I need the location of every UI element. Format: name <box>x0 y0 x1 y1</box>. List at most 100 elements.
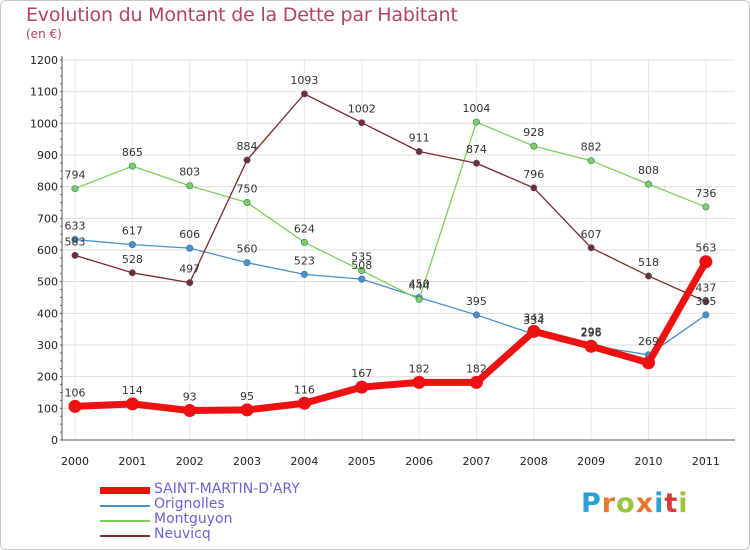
data-label: 583 <box>65 235 86 248</box>
data-point <box>186 244 194 252</box>
data-label: 750 <box>237 183 258 196</box>
data-point <box>125 397 139 411</box>
data-label: 116 <box>294 383 315 396</box>
data-point <box>186 279 194 287</box>
data-label: 528 <box>122 253 143 266</box>
series-line-neuvicq <box>74 93 707 303</box>
y-tick-label: 1100 <box>30 86 58 99</box>
x-tick-label: 2007 <box>462 455 490 468</box>
data-point <box>527 324 541 338</box>
data-label: 884 <box>237 140 258 153</box>
data-label: 450 <box>409 278 430 291</box>
data-point <box>128 162 136 170</box>
data-label: 334 <box>523 314 544 327</box>
legend-swatch <box>100 520 150 522</box>
data-point <box>587 244 595 252</box>
data-point <box>68 399 82 413</box>
data-label: 343 <box>523 311 544 324</box>
data-point <box>472 118 480 126</box>
x-tick-label: 2006 <box>405 455 433 468</box>
chart-title: Evolution du Montant de la Dette par Hab… <box>26 4 458 26</box>
proxiti-logo: Proxiti <box>581 488 689 519</box>
data-label: 624 <box>294 222 315 235</box>
data-label: 114 <box>122 384 143 397</box>
data-point <box>644 180 652 188</box>
data-label: 865 <box>122 146 143 159</box>
data-label: 508 <box>351 259 372 272</box>
chart-subtitle: (en €) <box>26 27 62 41</box>
y-tick-label: 900 <box>37 149 58 162</box>
data-label: 182 <box>409 362 430 375</box>
y-tick-label: 400 <box>37 307 58 320</box>
data-label: 606 <box>179 228 200 241</box>
data-point <box>128 269 136 277</box>
data-label: 296 <box>581 326 602 339</box>
y-tick-label: 800 <box>37 181 58 194</box>
data-point <box>642 356 655 370</box>
x-tick-label: 2010 <box>635 455 663 468</box>
data-point <box>71 251 79 259</box>
x-tick-label: 2001 <box>118 455 146 468</box>
data-point <box>587 157 595 165</box>
data-label: 882 <box>581 141 602 154</box>
data-point <box>243 156 251 164</box>
data-label: 607 <box>581 228 602 241</box>
y-tick-label: 0 <box>51 434 58 447</box>
x-tick-label: 2008 <box>520 455 548 468</box>
data-label: 560 <box>237 243 258 256</box>
value-labels: 106 114 93 95 116 167 182 182 343 296 563 633 617 606… <box>65 74 717 404</box>
data-point <box>128 241 136 249</box>
legend-label: SAINT-MARTIN-D'ARY <box>154 481 300 497</box>
legend-label: Montguyon <box>154 511 233 527</box>
data-point <box>530 142 538 150</box>
legend-swatch <box>100 505 150 507</box>
data-label: 535 <box>351 251 372 264</box>
data-label: 874 <box>466 143 487 156</box>
data-point <box>530 184 538 192</box>
data-point <box>702 203 710 211</box>
data-point <box>297 396 311 410</box>
data-point <box>71 185 79 193</box>
data-point <box>584 339 598 353</box>
y-tick-label: 300 <box>37 339 58 352</box>
x-tick-label: 2002 <box>176 455 204 468</box>
y-tick-label: 200 <box>37 371 58 384</box>
data-point <box>300 90 308 98</box>
data-point <box>469 375 483 389</box>
data-label: 395 <box>466 295 487 308</box>
legend-label: Orignolles <box>154 496 225 512</box>
x-tick-label: 2000 <box>61 455 89 468</box>
y-tick-label: 100 <box>37 402 58 415</box>
data-point <box>702 311 710 319</box>
data-label: 794 <box>65 169 86 182</box>
data-point <box>472 311 480 319</box>
data-label: 106 <box>65 386 86 399</box>
y-tick-label: 1000 <box>30 117 58 130</box>
data-point <box>71 236 79 244</box>
legend-label: Neuvicq <box>154 526 211 542</box>
data-point <box>415 148 423 156</box>
data-label: 518 <box>638 256 659 269</box>
data-label: 523 <box>294 254 315 267</box>
data-point <box>300 238 308 246</box>
data-label: 633 <box>65 220 86 233</box>
data-label: 911 <box>409 132 430 145</box>
axes: 0 100 200 300 400 500 600 700 800 900 1000 1100 1200… <box>30 54 735 468</box>
data-label: 617 <box>122 225 143 238</box>
data-point <box>412 375 426 389</box>
legend-swatch <box>100 535 150 537</box>
data-label: 1004 <box>462 102 490 115</box>
data-label: 736 <box>695 187 716 200</box>
data-point <box>243 259 251 267</box>
data-label: 928 <box>523 126 544 139</box>
data-label: 395 <box>695 295 716 308</box>
data-label: 437 <box>695 282 716 295</box>
data-label: 269 <box>638 335 659 348</box>
data-point <box>355 380 369 394</box>
data-label: 1002 <box>348 103 376 116</box>
x-tick-label: 2004 <box>290 455 318 468</box>
data-label: 563 <box>695 242 716 255</box>
data-point <box>358 275 366 283</box>
series-line-orignolles <box>74 238 707 356</box>
